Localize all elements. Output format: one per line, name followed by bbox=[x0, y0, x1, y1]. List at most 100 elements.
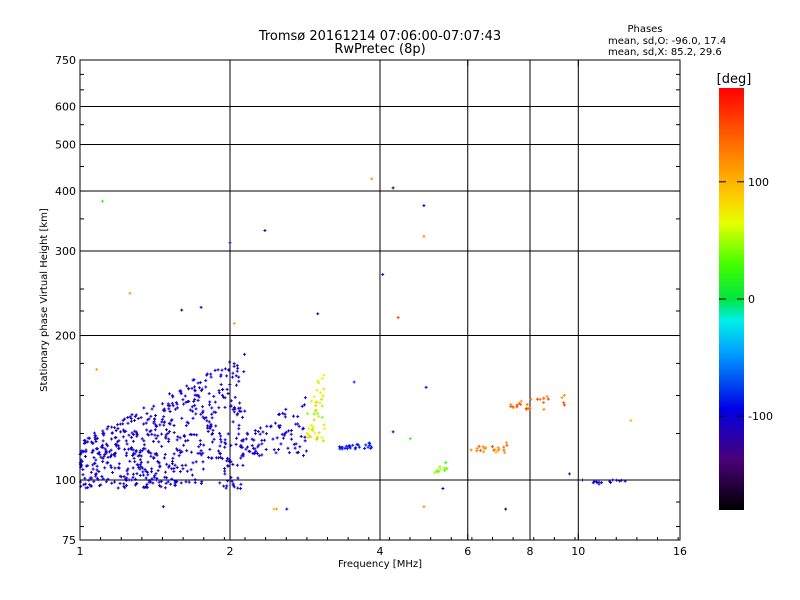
data-point bbox=[151, 477, 153, 481]
data-point bbox=[125, 429, 127, 433]
data-point bbox=[241, 439, 243, 443]
data-point bbox=[205, 416, 207, 420]
data-point bbox=[233, 362, 235, 366]
data-point bbox=[94, 431, 96, 435]
data-point bbox=[226, 387, 228, 391]
data-point bbox=[96, 436, 98, 440]
data-point bbox=[171, 401, 173, 405]
data-point bbox=[235, 374, 237, 378]
data-point bbox=[311, 399, 313, 403]
data-point bbox=[130, 446, 132, 450]
data-point bbox=[304, 435, 306, 439]
data-point bbox=[147, 460, 149, 464]
data-point bbox=[120, 475, 122, 479]
data-point bbox=[233, 410, 235, 414]
data-point bbox=[95, 447, 97, 451]
data-point bbox=[338, 445, 340, 449]
data-point bbox=[134, 429, 136, 433]
data-point bbox=[161, 444, 163, 448]
data-point bbox=[596, 480, 598, 484]
data-point bbox=[237, 366, 239, 370]
data-point bbox=[493, 448, 495, 452]
data-point bbox=[96, 476, 98, 480]
data-point bbox=[157, 469, 159, 473]
data-point bbox=[311, 423, 313, 427]
data-point bbox=[95, 474, 97, 478]
data-point bbox=[108, 450, 110, 454]
colorbar-label: [deg] bbox=[717, 72, 752, 87]
data-point bbox=[237, 412, 239, 416]
data-point bbox=[117, 423, 119, 427]
data-point bbox=[165, 433, 167, 437]
data-point bbox=[318, 381, 320, 385]
data-point bbox=[115, 429, 117, 433]
data-point bbox=[157, 434, 159, 438]
data-point bbox=[257, 445, 259, 449]
data-point bbox=[202, 451, 204, 455]
data-point bbox=[147, 432, 149, 436]
data-point bbox=[224, 405, 226, 409]
data-point bbox=[215, 410, 217, 414]
data-point bbox=[196, 393, 198, 397]
data-point bbox=[122, 422, 124, 426]
data-point bbox=[274, 421, 276, 425]
data-point bbox=[322, 394, 324, 398]
data-point bbox=[563, 401, 565, 405]
data-point bbox=[291, 437, 293, 441]
data-point bbox=[168, 421, 170, 425]
data-point bbox=[158, 440, 160, 444]
data-point bbox=[160, 479, 162, 483]
data-point bbox=[124, 417, 126, 421]
data-point bbox=[275, 451, 277, 455]
data-point bbox=[228, 368, 230, 372]
data-point bbox=[237, 486, 239, 490]
data-point bbox=[85, 448, 87, 452]
data-point bbox=[154, 452, 156, 456]
data-point bbox=[184, 394, 186, 398]
data-point bbox=[219, 452, 221, 456]
data-point bbox=[230, 443, 232, 447]
data-point bbox=[215, 424, 217, 428]
data-point bbox=[189, 408, 191, 412]
data-point bbox=[285, 430, 287, 434]
data-point bbox=[97, 478, 99, 482]
data-point bbox=[170, 419, 172, 423]
data-point bbox=[144, 486, 146, 490]
data-point bbox=[92, 463, 94, 467]
data-point bbox=[169, 422, 171, 426]
data-point bbox=[234, 407, 236, 411]
data-point bbox=[543, 401, 545, 405]
data-point bbox=[187, 387, 189, 391]
data-point bbox=[180, 390, 182, 394]
data-point bbox=[231, 479, 233, 483]
data-point bbox=[302, 427, 304, 431]
data-point bbox=[112, 471, 114, 475]
data-point bbox=[505, 441, 507, 445]
data-point bbox=[253, 452, 255, 456]
data-point bbox=[179, 451, 181, 455]
data-point bbox=[537, 397, 539, 401]
data-point bbox=[371, 445, 373, 449]
data-point bbox=[170, 482, 172, 486]
data-point bbox=[135, 450, 137, 454]
data-point bbox=[276, 436, 278, 440]
data-point bbox=[320, 391, 322, 395]
data-point bbox=[171, 477, 173, 481]
data-point bbox=[215, 456, 217, 460]
data-point bbox=[144, 468, 146, 472]
data-point bbox=[236, 413, 238, 417]
data-point bbox=[155, 423, 157, 427]
data-point bbox=[512, 405, 514, 409]
data-point bbox=[102, 443, 104, 447]
data-point bbox=[264, 229, 266, 233]
data-point bbox=[218, 391, 220, 395]
data-point bbox=[94, 437, 96, 441]
data-point bbox=[368, 441, 370, 445]
data-point bbox=[266, 424, 268, 428]
data-point bbox=[620, 478, 622, 482]
data-point bbox=[295, 422, 297, 426]
data-point bbox=[128, 433, 130, 437]
data-point bbox=[202, 405, 204, 409]
data-point bbox=[192, 409, 194, 413]
data-point bbox=[128, 478, 130, 482]
